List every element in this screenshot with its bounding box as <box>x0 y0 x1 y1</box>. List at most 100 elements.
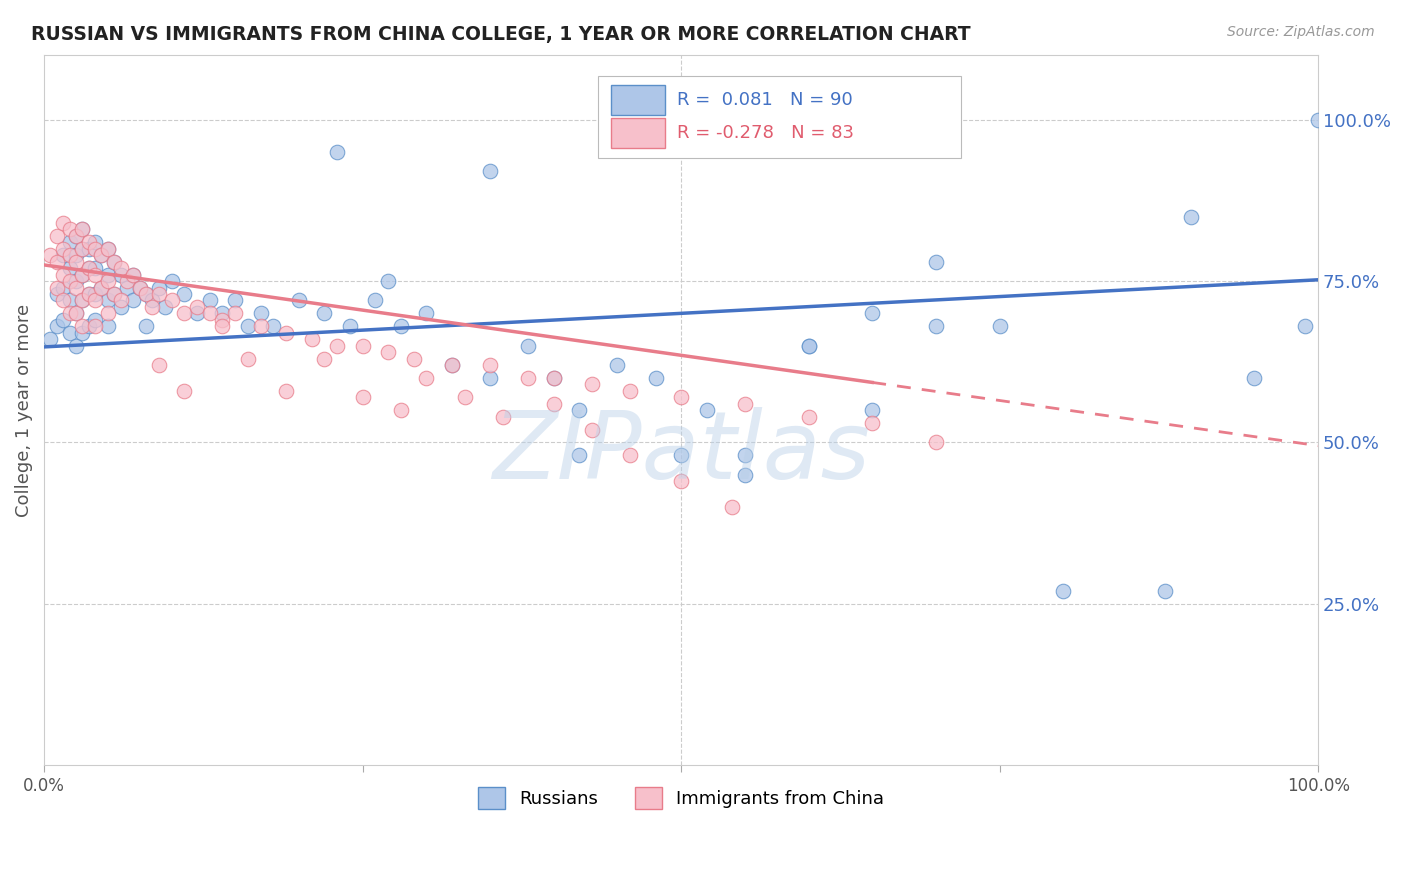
Point <box>389 319 412 334</box>
Point <box>122 268 145 282</box>
Point <box>122 293 145 308</box>
Point <box>517 371 540 385</box>
Point <box>479 358 502 372</box>
Point <box>581 377 603 392</box>
Point <box>97 242 120 256</box>
Point <box>1308 112 1330 127</box>
Point <box>58 274 80 288</box>
Point <box>97 268 120 282</box>
Point <box>669 390 692 404</box>
Point <box>925 254 948 268</box>
Point <box>1243 371 1265 385</box>
Point <box>797 409 820 424</box>
Point <box>52 280 75 294</box>
Point <box>141 300 163 314</box>
Point <box>65 280 87 294</box>
Point <box>517 338 540 352</box>
Point <box>543 397 565 411</box>
Point <box>97 306 120 320</box>
Point <box>97 293 120 308</box>
Point <box>65 228 87 243</box>
Point <box>90 248 112 262</box>
Point <box>148 358 170 372</box>
Point <box>58 261 80 276</box>
Point <box>352 390 374 404</box>
Point <box>173 287 195 301</box>
Point <box>734 467 756 482</box>
Point <box>72 293 94 308</box>
Point <box>45 254 67 268</box>
Point <box>377 345 399 359</box>
Point <box>84 268 107 282</box>
Point <box>110 300 132 314</box>
Point <box>581 423 603 437</box>
Point <box>198 293 221 308</box>
Point <box>72 268 94 282</box>
Point <box>84 293 107 308</box>
Point <box>77 261 100 276</box>
Text: ZIPatlas: ZIPatlas <box>492 408 870 499</box>
Point <box>186 306 208 320</box>
Point <box>103 254 125 268</box>
Point <box>72 319 94 334</box>
Point <box>860 403 883 417</box>
Point <box>925 435 948 450</box>
Point <box>453 390 475 404</box>
Point <box>389 403 412 417</box>
Text: R = -0.278   N = 83: R = -0.278 N = 83 <box>678 124 855 142</box>
Point <box>77 287 100 301</box>
Point <box>65 274 87 288</box>
Point <box>236 351 259 366</box>
Point <box>72 268 94 282</box>
Text: Source: ZipAtlas.com: Source: ZipAtlas.com <box>1227 25 1375 39</box>
Point <box>721 500 744 514</box>
Point <box>58 248 80 262</box>
Y-axis label: College, 1 year or more: College, 1 year or more <box>15 303 32 516</box>
Point <box>141 293 163 308</box>
Point <box>173 384 195 398</box>
Point <box>135 287 157 301</box>
Point <box>148 280 170 294</box>
Point <box>479 164 502 178</box>
Point <box>90 280 112 294</box>
Point <box>326 338 349 352</box>
Point <box>77 261 100 276</box>
Point <box>314 351 336 366</box>
Point <box>440 358 463 372</box>
Point <box>797 338 820 352</box>
Point <box>65 306 87 320</box>
Point <box>619 384 641 398</box>
Point <box>415 371 437 385</box>
FancyBboxPatch shape <box>612 85 665 115</box>
Point <box>65 338 87 352</box>
Point <box>72 222 94 236</box>
Point <box>276 326 298 340</box>
Point <box>65 254 87 268</box>
Point <box>77 242 100 256</box>
Point <box>288 293 311 308</box>
Point <box>65 306 87 320</box>
Point <box>52 242 75 256</box>
Point <box>364 293 387 308</box>
Point <box>52 248 75 262</box>
Point <box>1052 583 1074 598</box>
Point <box>415 306 437 320</box>
Point <box>860 416 883 430</box>
Point <box>644 371 666 385</box>
Point <box>135 319 157 334</box>
Point <box>128 280 150 294</box>
Point <box>52 313 75 327</box>
Point <box>103 254 125 268</box>
Point <box>103 287 125 301</box>
Point <box>45 319 67 334</box>
Point <box>734 397 756 411</box>
Point <box>110 261 132 276</box>
Point <box>262 319 284 334</box>
Point <box>568 403 591 417</box>
Point <box>84 261 107 276</box>
FancyBboxPatch shape <box>599 77 962 158</box>
Point <box>211 313 233 327</box>
Point <box>58 306 80 320</box>
Point <box>224 306 246 320</box>
Point <box>734 448 756 462</box>
